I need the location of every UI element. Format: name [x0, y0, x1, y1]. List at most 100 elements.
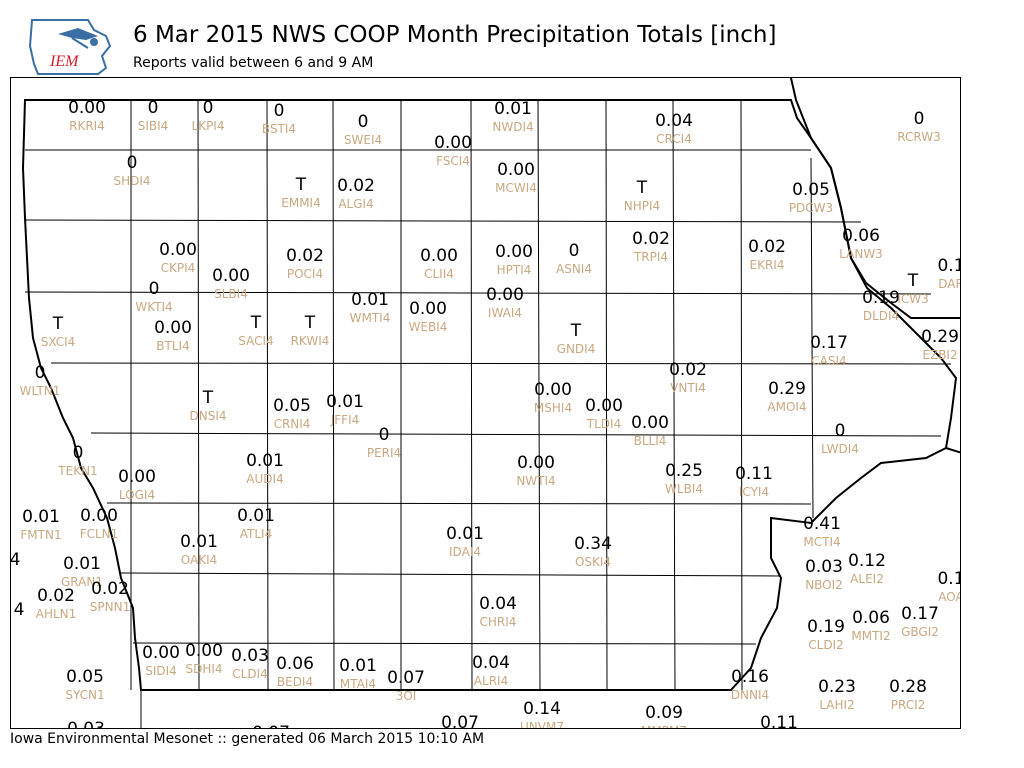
station-id: NWTI4 — [516, 474, 555, 488]
precip-value: T — [907, 271, 919, 291]
precip-value: 0.00 — [409, 299, 447, 319]
precip-value: 0.07 — [441, 713, 479, 729]
precip-value: 0.25 — [665, 461, 703, 481]
precip-value: 0.04 — [479, 594, 517, 614]
map-title: 6 Mar 2015 NWS COOP Month Precipitation … — [133, 22, 777, 48]
precip-value: 0.00 — [497, 160, 535, 180]
station-id: OSKI4 — [575, 555, 611, 569]
station-id: CLII4 — [424, 267, 454, 281]
station-id: DNNI4 — [731, 688, 769, 702]
station-id: IWAI4 — [488, 306, 522, 320]
precip-value: 0 — [914, 109, 925, 129]
station-id: ICW3 — [897, 292, 928, 306]
station-id: PERI4 — [367, 446, 401, 460]
county-line — [537, 99, 541, 691]
precip-value: 0.06 — [852, 608, 890, 628]
station-id: AUDI4 — [246, 472, 283, 486]
county-line — [24, 219, 862, 223]
logo-text: IEM — [49, 53, 80, 70]
county-line — [672, 99, 676, 691]
station-id: UNVM7 — [520, 720, 564, 729]
station-id: ICYI4 — [739, 485, 769, 499]
precip-value: 0.05 — [66, 667, 104, 687]
precip-value: 0.00 — [534, 380, 572, 400]
station-marker: 0.07 — [252, 723, 290, 728]
station-id: DLDI4 — [863, 309, 899, 323]
station-id: ALRI4 — [474, 674, 508, 688]
station-id: MCWI4 — [495, 181, 537, 195]
precip-value: 0.06 — [842, 226, 880, 246]
county-line — [740, 99, 743, 691]
precip-value: T — [295, 175, 307, 195]
station-id: MMPM7 — [641, 724, 687, 729]
station-id: CLDI2 — [808, 638, 843, 652]
precip-value: 0.04 — [655, 111, 693, 131]
precip-value: 0.03 — [231, 646, 269, 666]
station-id: CLDI4 — [232, 667, 267, 681]
precip-value: 0.03 — [805, 557, 843, 577]
precip-value: T — [250, 313, 262, 333]
station-marker: 0.11 — [760, 713, 798, 728]
precip-value: 0 — [203, 98, 214, 118]
precip-value: 0 — [569, 241, 580, 261]
precip-value: 0.00 — [142, 643, 180, 663]
precip-value: 0.02 — [286, 246, 324, 266]
station-id: PRCI2 — [891, 698, 926, 712]
precip-value: 0.23 — [818, 677, 856, 697]
county-line — [106, 502, 812, 505]
precip-value: T — [304, 313, 316, 333]
station-id: RKWI4 — [291, 334, 330, 348]
precip-value: 0.00 — [80, 506, 118, 526]
station-id: SDHI4 — [185, 662, 222, 676]
station-id: CASI4 — [811, 354, 846, 368]
station-id: FMTN1 — [20, 528, 61, 542]
station-id: NHPI4 — [624, 199, 660, 213]
station-id: LWDI4 — [821, 442, 859, 456]
precip-value: 0.09 — [645, 703, 683, 723]
station-id: ASNI4 — [556, 262, 592, 276]
station-id: MSHI4 — [534, 401, 572, 415]
station-id: SIBI4 — [138, 119, 169, 133]
county-line — [332, 99, 335, 691]
precip-value: 0.02 — [632, 229, 670, 249]
precip-value: 0.19 — [807, 617, 845, 637]
precip-value: 0.01 — [180, 532, 218, 552]
station-id: NBOI2 — [805, 578, 843, 592]
precip-value: 0.01 — [326, 392, 364, 412]
precip-value: 0.29 — [921, 327, 959, 347]
precip-value: 0.00 — [159, 240, 197, 260]
precip-value: 0.02 — [748, 237, 786, 257]
county-line — [24, 291, 932, 295]
station-id: GRAN1 — [61, 575, 103, 589]
station-id: LOGI4 — [119, 488, 155, 502]
station-id: PDCW3 — [789, 201, 833, 215]
precip-value: 0.02 — [91, 579, 129, 599]
precip-value: 0.00 — [585, 396, 623, 416]
precip-value: T — [570, 321, 582, 341]
station-id: AMOI4 — [767, 400, 806, 414]
station-id: SYCN1 — [65, 688, 104, 702]
